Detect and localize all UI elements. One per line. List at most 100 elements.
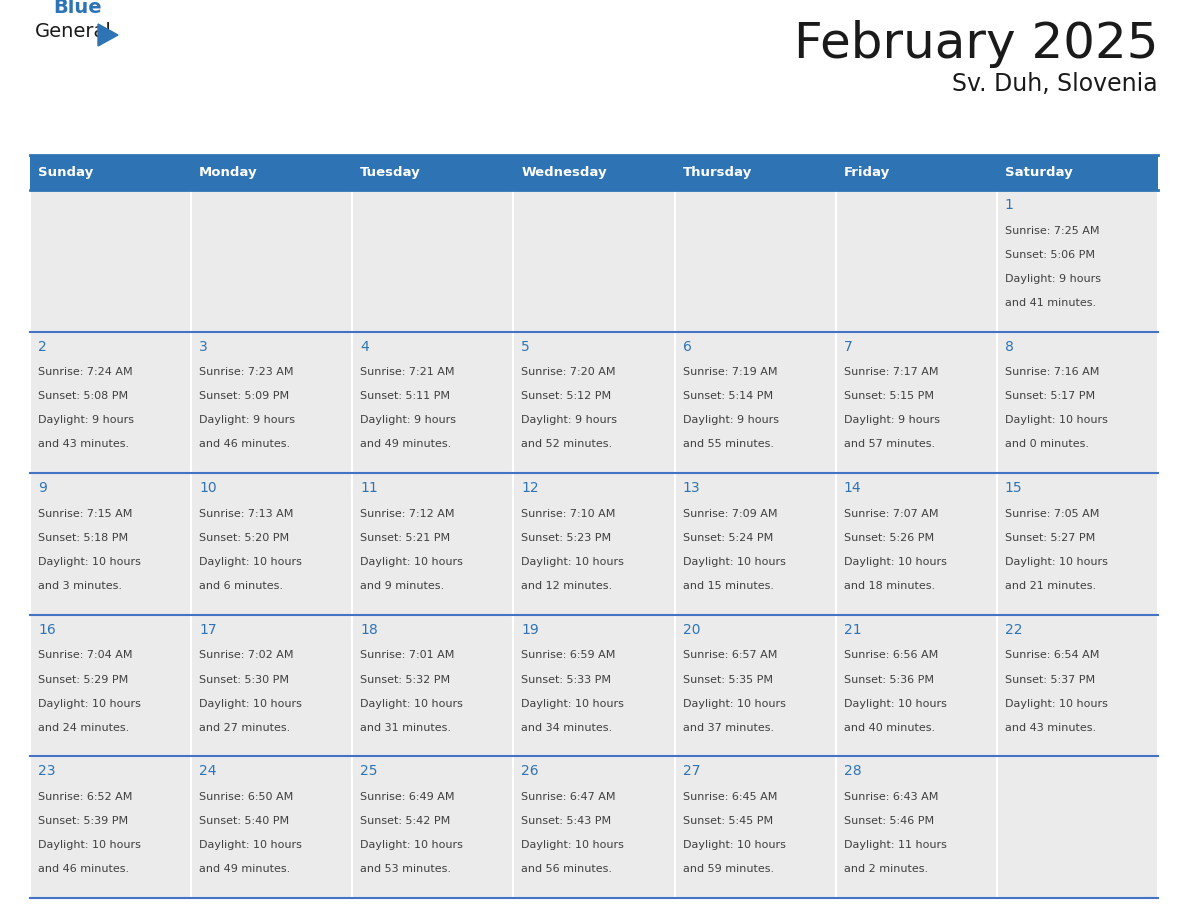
Text: 4: 4 — [360, 340, 369, 353]
Text: Sunrise: 7:25 AM: Sunrise: 7:25 AM — [1005, 226, 1099, 236]
Text: Sunset: 5:43 PM: Sunset: 5:43 PM — [522, 816, 612, 826]
Text: Sunset: 5:09 PM: Sunset: 5:09 PM — [200, 391, 289, 401]
Text: 11: 11 — [360, 481, 378, 495]
Bar — [353, 756, 513, 898]
Text: and 43 minutes.: and 43 minutes. — [38, 440, 129, 450]
Polygon shape — [97, 24, 118, 46]
Bar — [835, 331, 997, 473]
Bar — [835, 155, 997, 190]
Text: Sunrise: 6:49 AM: Sunrise: 6:49 AM — [360, 792, 455, 802]
Text: Sunrise: 7:21 AM: Sunrise: 7:21 AM — [360, 367, 455, 377]
Text: Sunset: 5:33 PM: Sunset: 5:33 PM — [522, 675, 612, 685]
Text: Sunset: 5:06 PM: Sunset: 5:06 PM — [1005, 250, 1095, 260]
Text: Daylight: 9 hours: Daylight: 9 hours — [38, 416, 134, 425]
Text: 16: 16 — [38, 622, 56, 637]
Text: Sunrise: 7:01 AM: Sunrise: 7:01 AM — [360, 651, 455, 660]
Text: 12: 12 — [522, 481, 539, 495]
Text: Sunset: 5:14 PM: Sunset: 5:14 PM — [683, 391, 772, 401]
Text: Sunrise: 6:54 AM: Sunrise: 6:54 AM — [1005, 651, 1099, 660]
Text: Sunday: Sunday — [38, 166, 93, 179]
Text: Daylight: 10 hours: Daylight: 10 hours — [522, 699, 625, 709]
Text: and 46 minutes.: and 46 minutes. — [200, 440, 290, 450]
Text: Sunrise: 7:15 AM: Sunrise: 7:15 AM — [38, 509, 132, 519]
Text: 7: 7 — [843, 340, 853, 353]
Text: Daylight: 10 hours: Daylight: 10 hours — [200, 840, 302, 850]
Text: Sunset: 5:29 PM: Sunset: 5:29 PM — [38, 675, 128, 685]
Text: Sunrise: 6:57 AM: Sunrise: 6:57 AM — [683, 651, 777, 660]
Text: 23: 23 — [38, 765, 56, 778]
Text: and 9 minutes.: and 9 minutes. — [360, 581, 444, 591]
Text: Sunset: 5:24 PM: Sunset: 5:24 PM — [683, 533, 773, 543]
Bar — [675, 615, 835, 756]
Text: 27: 27 — [683, 765, 700, 778]
Text: 26: 26 — [522, 765, 539, 778]
Text: Sunrise: 7:24 AM: Sunrise: 7:24 AM — [38, 367, 133, 377]
Text: Daylight: 10 hours: Daylight: 10 hours — [1005, 699, 1107, 709]
Bar — [835, 615, 997, 756]
Text: Sunrise: 7:13 AM: Sunrise: 7:13 AM — [200, 509, 293, 519]
Text: and 21 minutes.: and 21 minutes. — [1005, 581, 1097, 591]
Text: General: General — [34, 22, 112, 41]
Text: 15: 15 — [1005, 481, 1023, 495]
Text: Sunset: 5:36 PM: Sunset: 5:36 PM — [843, 675, 934, 685]
Text: and 40 minutes.: and 40 minutes. — [843, 722, 935, 733]
Text: and 52 minutes.: and 52 minutes. — [522, 440, 613, 450]
Text: Sunset: 5:30 PM: Sunset: 5:30 PM — [200, 675, 289, 685]
Text: 24: 24 — [200, 765, 216, 778]
Text: Sunrise: 6:52 AM: Sunrise: 6:52 AM — [38, 792, 132, 802]
Text: 19: 19 — [522, 622, 539, 637]
Text: Daylight: 10 hours: Daylight: 10 hours — [1005, 557, 1107, 567]
Text: Sunrise: 7:09 AM: Sunrise: 7:09 AM — [683, 509, 777, 519]
Text: Daylight: 9 hours: Daylight: 9 hours — [200, 416, 295, 425]
Bar — [30, 190, 191, 331]
Text: 5: 5 — [522, 340, 530, 353]
Text: Daylight: 10 hours: Daylight: 10 hours — [683, 699, 785, 709]
Bar — [675, 473, 835, 615]
Bar — [835, 756, 997, 898]
Text: 25: 25 — [360, 765, 378, 778]
Text: Sunrise: 6:45 AM: Sunrise: 6:45 AM — [683, 792, 777, 802]
Text: and 53 minutes.: and 53 minutes. — [360, 865, 451, 874]
Bar — [353, 190, 513, 331]
Text: and 6 minutes.: and 6 minutes. — [200, 581, 283, 591]
Bar — [835, 473, 997, 615]
Text: Daylight: 10 hours: Daylight: 10 hours — [522, 840, 625, 850]
Text: Sv. Duh, Slovenia: Sv. Duh, Slovenia — [953, 72, 1158, 96]
Text: Sunset: 5:42 PM: Sunset: 5:42 PM — [360, 816, 450, 826]
Bar — [191, 756, 353, 898]
Text: and 41 minutes.: and 41 minutes. — [1005, 298, 1097, 308]
Text: Sunrise: 7:19 AM: Sunrise: 7:19 AM — [683, 367, 777, 377]
Text: Sunset: 5:08 PM: Sunset: 5:08 PM — [38, 391, 128, 401]
Bar — [997, 473, 1158, 615]
Bar — [997, 190, 1158, 331]
Text: 3: 3 — [200, 340, 208, 353]
Text: Daylight: 9 hours: Daylight: 9 hours — [522, 416, 618, 425]
Text: Daylight: 9 hours: Daylight: 9 hours — [1005, 274, 1101, 284]
Text: and 46 minutes.: and 46 minutes. — [38, 865, 129, 874]
Text: Sunset: 5:27 PM: Sunset: 5:27 PM — [1005, 533, 1095, 543]
Text: Blue: Blue — [53, 0, 102, 17]
Text: 8: 8 — [1005, 340, 1013, 353]
Bar — [191, 190, 353, 331]
Text: and 43 minutes.: and 43 minutes. — [1005, 722, 1097, 733]
Text: Sunset: 5:12 PM: Sunset: 5:12 PM — [522, 391, 612, 401]
Text: Daylight: 10 hours: Daylight: 10 hours — [38, 840, 141, 850]
Text: Sunrise: 7:04 AM: Sunrise: 7:04 AM — [38, 651, 133, 660]
Bar — [30, 615, 191, 756]
Text: Daylight: 10 hours: Daylight: 10 hours — [360, 699, 463, 709]
Text: Sunset: 5:35 PM: Sunset: 5:35 PM — [683, 675, 772, 685]
Text: 28: 28 — [843, 765, 861, 778]
Text: Saturday: Saturday — [1005, 166, 1073, 179]
Bar — [513, 190, 675, 331]
Text: and 3 minutes.: and 3 minutes. — [38, 581, 122, 591]
Text: and 34 minutes.: and 34 minutes. — [522, 722, 613, 733]
Text: Sunset: 5:46 PM: Sunset: 5:46 PM — [843, 816, 934, 826]
Bar — [30, 155, 191, 190]
Text: Sunset: 5:37 PM: Sunset: 5:37 PM — [1005, 675, 1095, 685]
Text: Daylight: 10 hours: Daylight: 10 hours — [1005, 416, 1107, 425]
Text: Friday: Friday — [843, 166, 890, 179]
Text: 18: 18 — [360, 622, 378, 637]
Text: Sunrise: 7:16 AM: Sunrise: 7:16 AM — [1005, 367, 1099, 377]
Text: Sunset: 5:20 PM: Sunset: 5:20 PM — [200, 533, 289, 543]
Text: Sunrise: 6:59 AM: Sunrise: 6:59 AM — [522, 651, 615, 660]
